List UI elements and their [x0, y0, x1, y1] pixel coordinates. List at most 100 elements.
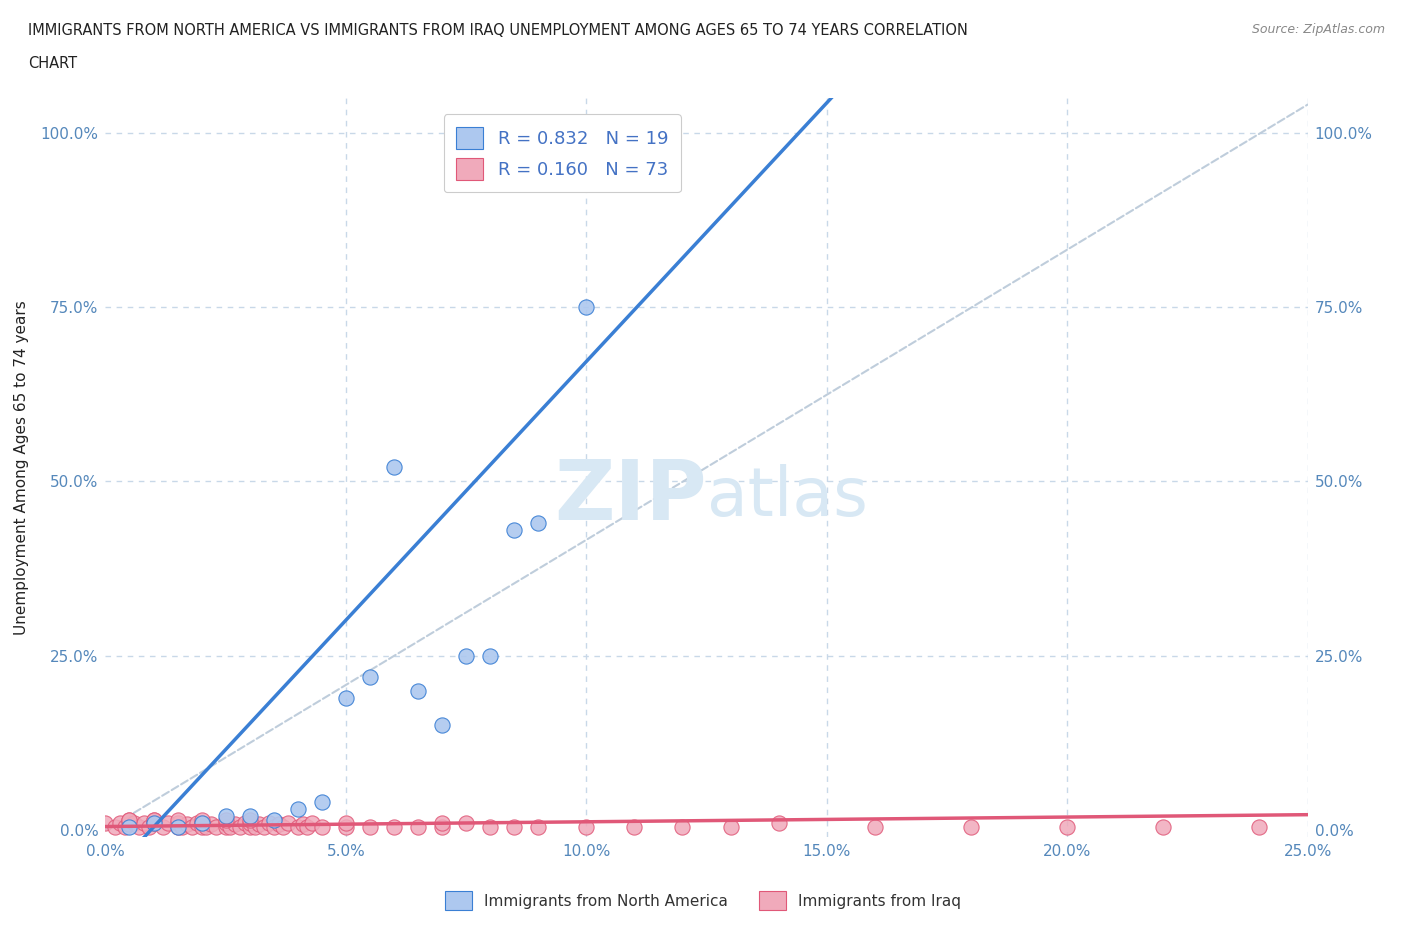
Point: [142, 812, 165, 827]
Legend: Immigrants from North America, Immigrants from Iraq: Immigrants from North America, Immigrant…: [437, 884, 969, 918]
Point: [527, 819, 550, 834]
Point: [277, 816, 299, 830]
Point: [503, 819, 526, 834]
Point: [156, 816, 179, 830]
Point: [239, 812, 262, 827]
Point: [104, 819, 127, 834]
Point: [273, 819, 295, 834]
Point: [430, 816, 453, 830]
Point: [311, 794, 333, 809]
Point: [124, 816, 146, 830]
Point: [335, 816, 357, 830]
Point: [142, 816, 165, 830]
Point: [118, 817, 141, 832]
Legend: R = 0.832   N = 19, R = 0.160   N = 73: R = 0.832 N = 19, R = 0.160 N = 73: [444, 114, 681, 193]
Point: [253, 819, 276, 834]
Point: [430, 718, 453, 733]
Point: [214, 816, 236, 830]
Point: [166, 819, 188, 834]
Point: [479, 819, 502, 834]
Point: [382, 460, 405, 475]
Point: [263, 819, 285, 834]
Point: [291, 817, 314, 832]
Point: [239, 819, 262, 834]
Point: [200, 817, 222, 832]
Point: [214, 812, 236, 827]
Point: [287, 819, 309, 834]
Point: [503, 523, 526, 538]
Point: [219, 819, 242, 834]
Point: [195, 819, 218, 834]
Point: [335, 690, 357, 705]
Point: [430, 819, 453, 834]
Point: [720, 819, 742, 834]
Point: [335, 819, 357, 834]
Point: [863, 819, 886, 834]
Point: [287, 802, 309, 817]
Point: [176, 817, 198, 832]
Point: [454, 648, 477, 663]
Point: [138, 819, 160, 834]
Point: [297, 819, 319, 834]
Point: [623, 819, 645, 834]
Point: [190, 816, 212, 830]
Point: [406, 819, 429, 834]
Point: [359, 670, 381, 684]
Point: [166, 819, 188, 834]
Point: [142, 816, 165, 830]
Text: atlas: atlas: [707, 464, 868, 530]
Point: [1249, 819, 1271, 834]
Point: [406, 683, 429, 698]
Point: [205, 819, 228, 834]
Point: [214, 819, 236, 834]
Point: [671, 819, 693, 834]
Text: ZIP: ZIP: [554, 457, 707, 538]
Text: CHART: CHART: [28, 56, 77, 71]
Point: [479, 648, 502, 663]
Point: [128, 819, 150, 834]
Point: [166, 816, 188, 830]
Point: [190, 816, 212, 830]
Point: [243, 819, 266, 834]
Point: [118, 819, 141, 834]
Point: [132, 816, 155, 830]
Point: [359, 819, 381, 834]
Point: [263, 812, 285, 827]
Point: [214, 809, 236, 824]
Point: [224, 817, 246, 832]
Point: [166, 812, 188, 827]
Point: [301, 816, 323, 830]
Point: [527, 516, 550, 531]
Point: [768, 816, 790, 830]
Point: [190, 819, 212, 834]
Text: IMMIGRANTS FROM NORTH AMERICA VS IMMIGRANTS FROM IRAQ UNEMPLOYMENT AMONG AGES 65: IMMIGRANTS FROM NORTH AMERICA VS IMMIGRA…: [28, 23, 967, 38]
Point: [257, 816, 280, 830]
Point: [186, 816, 208, 830]
Point: [118, 812, 141, 827]
Point: [118, 812, 141, 827]
Point: [1152, 819, 1174, 834]
Point: [267, 817, 290, 832]
Point: [1056, 819, 1078, 834]
Y-axis label: Unemployment Among Ages 65 to 74 years: Unemployment Among Ages 65 to 74 years: [14, 300, 30, 634]
Point: [575, 819, 598, 834]
Point: [575, 299, 598, 314]
Point: [94, 816, 117, 830]
Point: [172, 819, 194, 834]
Text: Source: ZipAtlas.com: Source: ZipAtlas.com: [1251, 23, 1385, 36]
Point: [152, 819, 174, 834]
Point: [311, 819, 333, 834]
Point: [239, 809, 262, 824]
Point: [114, 819, 136, 834]
Point: [190, 812, 212, 827]
Point: [181, 819, 204, 834]
Point: [960, 819, 983, 834]
Point: [229, 819, 252, 834]
Point: [247, 817, 270, 832]
Point: [382, 819, 405, 834]
Point: [239, 816, 262, 830]
Point: [108, 816, 131, 830]
Point: [454, 816, 477, 830]
Point: [233, 816, 256, 830]
Point: [142, 812, 165, 827]
